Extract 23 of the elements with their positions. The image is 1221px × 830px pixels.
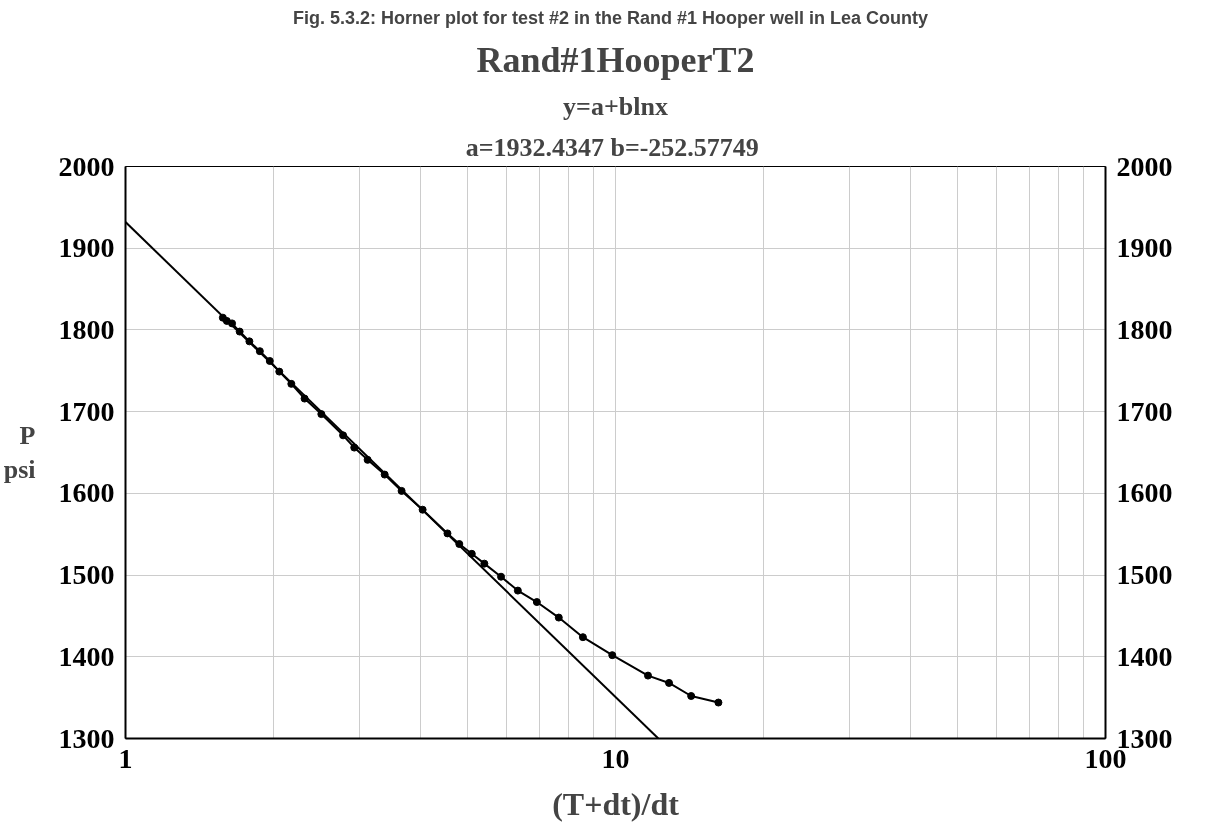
text: a=1932.4347 b=-252.57749 xyxy=(465,132,759,162)
y2-tick-label: 1800 xyxy=(1116,313,1173,345)
y2-tick-label: 1400 xyxy=(1116,640,1173,672)
y-tick-label: 1800 xyxy=(58,313,115,345)
y2-tick-label: 2000 xyxy=(1116,150,1173,182)
chart-subtitle: Rand#1HooperT2 xyxy=(476,39,755,80)
x-axis-title: (T+dt)/dt xyxy=(552,785,680,822)
y-tick-label: 1900 xyxy=(58,232,115,264)
x-tick-label: 10 xyxy=(601,742,630,774)
x-tick-label: 1 xyxy=(118,742,133,774)
y-tick-label: 1400 xyxy=(58,640,115,672)
y-tick-label: 1500 xyxy=(58,559,115,591)
text: y=a+blnx xyxy=(563,91,668,121)
y-axis-title: P psi xyxy=(3,420,36,485)
y2-tick-label: 1700 xyxy=(1116,395,1173,427)
y-tick-label: 1600 xyxy=(58,477,115,509)
y-tick-label: 2000 xyxy=(58,150,115,182)
y2-tick-label: 1600 xyxy=(1116,477,1173,509)
y-tick-label: 1700 xyxy=(58,395,115,427)
chart-title: Fig. 5.3.2: Horner plot for test #2 in the Rand #1 Hooper well in Lea County xyxy=(292,7,929,28)
y-tick-label: 1300 xyxy=(58,722,115,754)
y2-tick-label: 1500 xyxy=(1116,559,1173,591)
y2-tick-label: 1900 xyxy=(1116,232,1173,264)
